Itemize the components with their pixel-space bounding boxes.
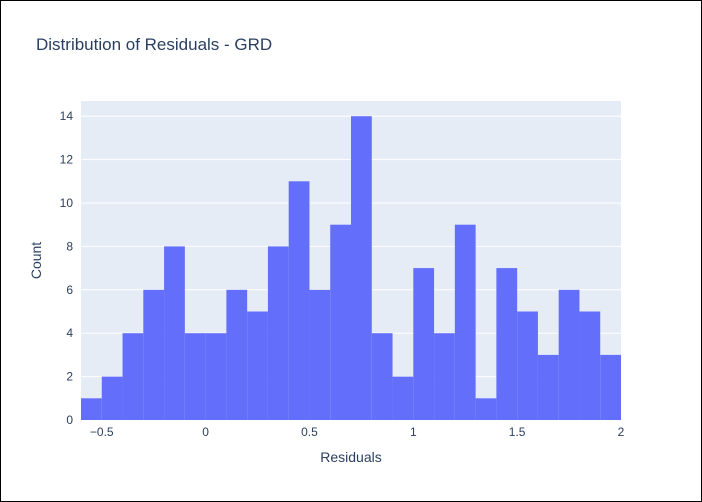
histogram-bar[interactable] xyxy=(205,333,227,420)
histogram-bar[interactable] xyxy=(164,246,185,420)
histogram-bar[interactable] xyxy=(371,333,393,420)
y-tick-label: 0 xyxy=(66,413,73,427)
y-tick-label: 2 xyxy=(66,370,73,384)
histogram-bar[interactable] xyxy=(351,116,372,420)
histogram-bar[interactable] xyxy=(537,354,559,420)
histogram-bar[interactable] xyxy=(288,181,310,420)
histogram-bar[interactable] xyxy=(600,354,621,420)
histogram-bar[interactable] xyxy=(475,398,497,420)
histogram-bar[interactable] xyxy=(330,224,351,420)
histogram-bar[interactable] xyxy=(143,289,165,420)
histogram-bar[interactable] xyxy=(517,311,538,420)
y-tick-label: 12 xyxy=(60,153,74,167)
histogram-bar[interactable] xyxy=(267,246,289,420)
histogram-bar[interactable] xyxy=(184,333,206,420)
bars xyxy=(81,116,621,420)
histogram-bar[interactable] xyxy=(122,333,144,420)
x-tick-label: 0.5 xyxy=(301,425,318,439)
y-tick-label: 4 xyxy=(66,326,73,340)
x-tick-label: 1 xyxy=(410,425,417,439)
histogram-bar[interactable] xyxy=(558,289,580,420)
histogram-bar[interactable] xyxy=(81,398,102,420)
histogram-bar[interactable] xyxy=(226,289,248,420)
x-tick-label: −0.5 xyxy=(90,425,114,439)
histogram-bar[interactable] xyxy=(434,333,455,420)
x-tick-labels: −0.5 0 0.5 1 1.5 2 xyxy=(90,425,625,439)
y-tick-label: 14 xyxy=(60,109,74,123)
chart-title: Distribution of Residuals - GRD xyxy=(36,35,273,54)
histogram-bar[interactable] xyxy=(101,376,123,420)
histogram-bar[interactable] xyxy=(413,268,435,420)
histogram-bar[interactable] xyxy=(309,289,331,420)
y-tick-label: 8 xyxy=(66,239,73,253)
x-tick-label: 2 xyxy=(618,425,625,439)
x-tick-label: 0 xyxy=(202,425,209,439)
histogram-bar[interactable] xyxy=(579,311,601,420)
x-axis-title: Residuals xyxy=(320,449,381,465)
y-tick-labels: 0 2 4 6 8 10 12 14 xyxy=(60,109,74,427)
histogram-bar[interactable] xyxy=(454,224,476,420)
x-tick-label: 1.5 xyxy=(509,425,526,439)
histogram-bar[interactable] xyxy=(247,311,268,420)
y-tick-label: 6 xyxy=(66,283,73,297)
histogram-bar[interactable] xyxy=(496,268,518,420)
histogram-bar[interactable] xyxy=(392,376,414,420)
y-tick-label: 10 xyxy=(60,196,74,210)
y-axis-title: Count xyxy=(28,242,44,279)
